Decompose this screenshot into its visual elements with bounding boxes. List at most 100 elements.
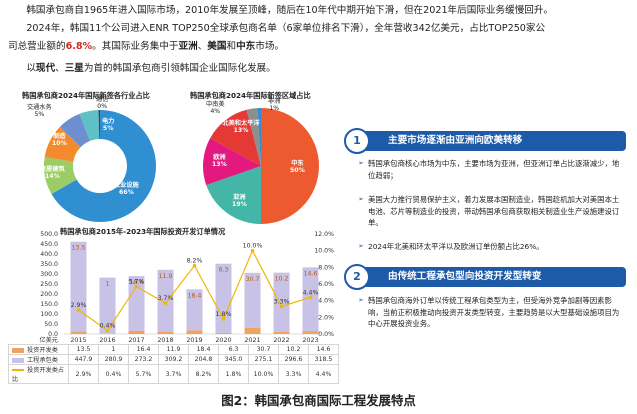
table-row-label: 投资开发类: [8, 344, 69, 355]
bar-investment: [244, 327, 261, 334]
pie2-label-latam: 中南美 4%: [206, 101, 225, 115]
y-axis-tick: 200.0: [40, 291, 58, 298]
section1-bullet-1: ➢ 韩国承包商核心市场为中东，主要市场为亚洲，但亚洲订单占比逐渐减少，地位趋弱；: [358, 159, 620, 180]
ratio-label: 8.2%: [187, 258, 203, 265]
section2-number: 2: [344, 264, 370, 290]
ratio-point: [163, 301, 168, 305]
bar-investment-label: 11.9: [159, 273, 173, 280]
legend-swatch-invest: [12, 347, 24, 353]
section1-number: 1: [344, 128, 370, 154]
pie1-label-telecom: 通信 0%: [96, 96, 109, 110]
bar-investment-label: 6.3: [219, 267, 229, 274]
table-cell: 10.2: [278, 344, 309, 355]
pie1-label-power: 电力 5%: [102, 118, 115, 132]
pie2-label-europe: 欧洲 13%: [212, 154, 227, 168]
table-cell: 3.7%: [158, 364, 189, 384]
ratio-label: 5.7%: [129, 279, 145, 286]
table-cell: 3.3%: [278, 364, 309, 384]
pie2-slice-asia: [206, 166, 261, 224]
pie2-label-asia: 亚洲 19%: [232, 194, 247, 208]
legend-line-ratio: [12, 369, 24, 371]
ratio-label: 2.9%: [71, 302, 87, 309]
intro-line-1: 韩国承包商自1965年进入国际市场，2010年发展至顶峰，随后在10年代中期开始…: [26, 5, 554, 16]
bar-investment: [215, 332, 232, 334]
bar-investment: [70, 331, 87, 334]
investment-bar-chart: 0.0 50.0 100.0 150.0 200.0 250.0 300.0 350.0 400…: [39, 231, 334, 344]
ratio-label: 3.7%: [158, 295, 174, 302]
pie1-label-transport: 交通水务 5%: [27, 104, 52, 118]
section1-header: 主要市场逐渐由亚洲向欧美转移: [358, 131, 626, 151]
bar-epc: [273, 272, 290, 332]
y2-axis-tick: 12.0%: [314, 231, 334, 238]
pie1-label-industrial: 工业设施 66%: [114, 182, 139, 196]
table-row-label: 投资开发类占比: [8, 364, 69, 384]
table-cell: 309.2: [158, 354, 189, 365]
y-axis-tick: 150.0: [40, 301, 58, 308]
ratio-label: 1.8%: [216, 311, 232, 318]
bar-epc: [70, 241, 87, 332]
donut1-slice-telecom: [98, 109, 100, 139]
ratio-point: [76, 308, 81, 312]
bar-epc: [99, 277, 116, 334]
table-row: 投资开发类 13.5 1 16.4 11.9 18.4 6.3 30.7 10.…: [8, 344, 339, 355]
bar-epc: [186, 289, 203, 331]
table-cell: 345.0: [218, 354, 249, 365]
bar-investment-label: 18.4: [188, 292, 202, 299]
ratio-point: [192, 263, 197, 268]
bar-epc: [244, 272, 261, 328]
table-cell: 16.4: [128, 344, 159, 355]
ratio-label: 0.4%: [100, 323, 116, 330]
table-cell: 1: [98, 344, 129, 355]
x-axis-tick: 2018: [157, 336, 173, 344]
pie2-slice-europe: [203, 138, 261, 185]
y2-axis-tick: 6.0%: [318, 281, 334, 288]
table-row: 工程承包类 447.9 280.9 273.2 309.2 204.8 345.…: [8, 354, 339, 365]
pie2-slice-mideast: [261, 108, 319, 224]
y-axis-tick: 300.0: [40, 271, 58, 278]
table-row: 投资开发类占比 2.9% 0.4% 5.7% 3.7% 8.2% 1.8% 10…: [8, 364, 339, 384]
table-cell: 0.4%: [98, 364, 129, 384]
table-cell: 318.5: [308, 354, 339, 365]
x-axis-tick: 2022: [273, 336, 289, 344]
ratio-point: [134, 284, 139, 289]
bar-investment: [186, 330, 203, 334]
donut1-slice-transport: [79, 110, 100, 141]
table-cell: 2.9%: [68, 364, 99, 384]
industry-donut-chart: [43, 109, 156, 222]
table-cell: 273.2: [128, 354, 159, 365]
x-axis-tick: 2023: [302, 336, 318, 344]
region-pie-chart: [203, 107, 319, 224]
pie2-label-africa: 非洲 1%: [268, 98, 281, 112]
section2-bullet-1: ➢ 韩国承包商海外订单以传统工程承包类型为主，但受海外竞争加剧等因素影响，当前正积…: [358, 296, 620, 329]
table-cell: 10.0%: [248, 364, 279, 384]
bar-epc: [157, 269, 174, 332]
chart-data-table: 投资开发类 13.5 1 16.4 11.9 18.4 6.3 30.7 10.…: [8, 344, 339, 384]
intro-line-4: 以现代、三星为首的韩国承包商引领韩国企业国际化发展。: [26, 63, 276, 74]
donut1-slice-manufacturing: [44, 126, 81, 162]
donut1-slice-building: [43, 157, 77, 194]
table-cell: 447.9: [68, 354, 99, 365]
intro-line-2: 2024年，韩国11个公司进入ENR TOP250全球承包商名单（6家单位排名下…: [26, 23, 546, 34]
pie1-label-building: 房屋建筑 14%: [40, 166, 65, 180]
table-cell: 11.9: [158, 344, 189, 355]
figure-caption: 图2：韩国承包商国际工程发展特点: [221, 393, 416, 408]
section1-bullet-3: ➢ 2024年北美和环太平洋以及欧洲订单份额占比26%。: [358, 242, 544, 251]
bar-epc: [215, 263, 232, 333]
legend-swatch-epc: [12, 357, 24, 363]
donut1-slice-industrial: [51, 110, 156, 222]
table-cell: 4.4%: [308, 364, 339, 384]
y-axis-tick: 100.0: [40, 311, 58, 318]
table-cell: 30.7: [248, 344, 279, 355]
x-axis-tick: 2019: [186, 336, 202, 344]
bar-investment-label: 10.2: [275, 276, 289, 283]
table-cell: 280.9: [98, 354, 129, 365]
y-axis-tick: 350.0: [40, 261, 58, 268]
y2-axis-tick: 10.0%: [314, 248, 334, 255]
bar-epc: [128, 276, 145, 331]
x-axis-tick: 2020: [215, 336, 231, 344]
y-axis-tick: 400.0: [40, 251, 58, 258]
ratio-label: 3.3%: [274, 299, 290, 306]
bar-investment-label: 30.7: [246, 276, 260, 283]
bar-investment: [157, 331, 174, 334]
bar-investment-label: 14.6: [304, 270, 318, 277]
